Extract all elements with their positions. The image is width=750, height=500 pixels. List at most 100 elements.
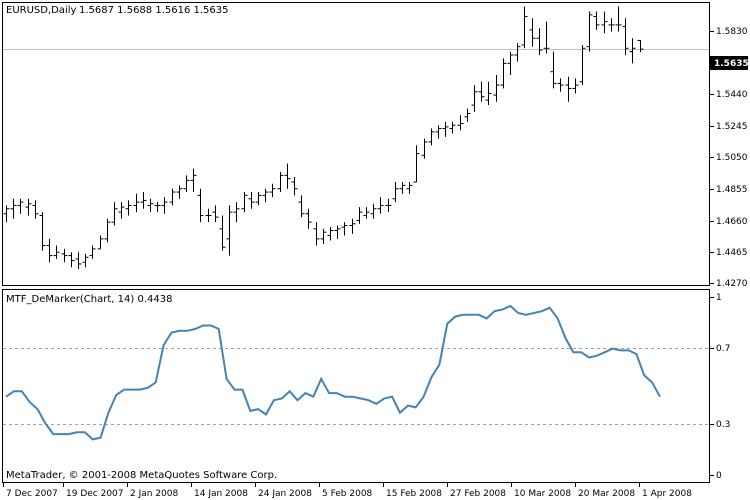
indicator-axis: 1 0.7 0.3 0 <box>710 293 730 481</box>
price-tick: 1.4270 <box>710 279 748 289</box>
ohlc-bar <box>255 192 262 206</box>
ohlc-bar <box>39 212 46 251</box>
ohlc-bar <box>298 195 305 218</box>
ohlc-bar <box>565 76 572 102</box>
date-tick: 27 Feb 2008 <box>447 483 506 499</box>
ohlc-bar <box>593 11 600 30</box>
ohlc-bar <box>75 252 82 269</box>
date-tick-label: 2 Jan 2008 <box>130 489 178 499</box>
ohlc-bar <box>349 218 356 234</box>
date-tick-label: 27 Feb 2008 <box>450 489 506 499</box>
price-tick-label: 1.4660 <box>716 217 748 227</box>
ohlc-bar <box>615 6 622 32</box>
ohlc-bar <box>471 85 478 112</box>
ohlc-bar <box>500 58 507 89</box>
ohlc-bar <box>629 38 636 64</box>
ohlc-bar <box>435 125 442 139</box>
indicator-tick: 1 <box>710 293 722 303</box>
price-tick: 1.4465 <box>710 248 748 258</box>
ohlc-bar <box>284 163 291 189</box>
ohlc-bar <box>478 81 485 102</box>
ohlc-bars <box>3 6 644 269</box>
price-tick: 1.4855 <box>710 185 748 195</box>
ohlc-bar <box>637 39 644 53</box>
ohlc-bar <box>219 215 226 251</box>
ohlc-bar <box>183 175 190 193</box>
ohlc-bar <box>169 188 176 206</box>
date-tick-label: 15 Feb 2008 <box>386 489 442 499</box>
date-tick-label: 19 Dec 2007 <box>66 489 124 499</box>
date-tick-label: 10 Mar 2008 <box>514 489 571 499</box>
date-tick: 5 Feb 2008 <box>319 483 373 499</box>
ohlc-bar <box>133 193 140 213</box>
ohlc-bar <box>313 222 320 246</box>
date-tick: 20 Mar 2008 <box>575 483 635 499</box>
ohlc-bar <box>493 75 500 102</box>
ohlc-bar <box>320 228 327 244</box>
symbol-label: EURUSD,Daily <box>6 5 77 16</box>
ohlc-bar <box>622 18 629 55</box>
ohlc-bar <box>147 198 154 213</box>
ohlc-bar <box>291 177 298 196</box>
ohlc-bar <box>118 202 125 219</box>
indicator-tick-label: 0.3 <box>716 420 730 430</box>
ohlc-bar <box>205 208 212 223</box>
ohlc-bar <box>521 6 528 49</box>
ohlc-bar <box>327 227 334 241</box>
ohlc-bar <box>442 121 449 137</box>
ohlc-bar <box>514 43 521 62</box>
indicator-panel[interactable] <box>2 289 710 483</box>
ohlc-bar <box>104 218 111 243</box>
date-tick: 1 Apr 2008 <box>639 483 692 499</box>
price-tick-label: 1.5050 <box>716 153 748 163</box>
ohlc-bar <box>356 207 363 224</box>
ohlc-bar <box>262 188 269 203</box>
price-tick: 1.5245 <box>710 122 748 132</box>
price-tick-label: 1.5440 <box>716 90 748 100</box>
current-price-label: 1.5635 <box>714 59 749 69</box>
price-tick-label: 1.4855 <box>716 185 748 195</box>
ohlc-bar <box>601 11 608 34</box>
ohlc-bar <box>17 198 24 214</box>
ohlc-bar <box>111 202 118 226</box>
indicator-label: MTF_DeMarker(Chart, 14) 0.4438 <box>6 294 172 305</box>
ohlc-bar <box>457 115 464 131</box>
copyright-text: MetaTrader, © 2001-2008 MetaQuotes Softw… <box>6 470 277 481</box>
ohlc-bar <box>529 18 536 47</box>
price-tick: 1.5440 <box>710 90 748 100</box>
ohlc-bar <box>161 197 168 214</box>
date-tick: 15 Feb 2008 <box>383 483 442 499</box>
ohlc-bar <box>190 168 197 193</box>
price-tick-label: 1.5830 <box>716 27 748 37</box>
ohlc-bar <box>125 200 132 216</box>
ohlc-bar <box>140 192 147 209</box>
ohlc-bar <box>248 192 255 209</box>
ohlc-bar <box>32 200 39 219</box>
ohlc-bar <box>154 202 161 213</box>
ohlc-bar <box>385 198 392 213</box>
ohlc-bar <box>341 222 348 236</box>
current-price-badge: 1.5635 <box>710 56 749 70</box>
date-tick: 2 Jan 2008 <box>127 483 178 499</box>
ohlc-bar <box>61 248 68 263</box>
date-tick: 7 Dec 2007 <box>3 483 58 499</box>
ohlc-bar <box>212 205 219 223</box>
indicator-tick-label: 0 <box>716 471 722 481</box>
date-tick: 10 Mar 2008 <box>511 483 571 499</box>
ohlc-bar <box>46 238 53 263</box>
ohlc-bar <box>241 192 248 213</box>
ohlc-bar <box>392 182 399 203</box>
ohlc-bar <box>25 198 32 216</box>
ohlc-bar <box>557 78 564 92</box>
ohlc-bar <box>413 145 420 183</box>
date-tick: 19 Dec 2007 <box>63 483 124 499</box>
price-axis: 1.5830 1.5440 1.5245 1.5050 1.4855 1.466… <box>710 27 748 289</box>
date-tick-label: 7 Dec 2007 <box>6 489 58 499</box>
price-panel[interactable] <box>2 2 710 286</box>
ohlc-bar <box>269 183 276 198</box>
ohlc-bar <box>406 182 413 194</box>
date-tick-label: 20 Mar 2008 <box>578 489 635 499</box>
date-tick-label: 14 Jan 2008 <box>194 489 248 499</box>
price-tick-label: 1.5245 <box>716 122 748 132</box>
